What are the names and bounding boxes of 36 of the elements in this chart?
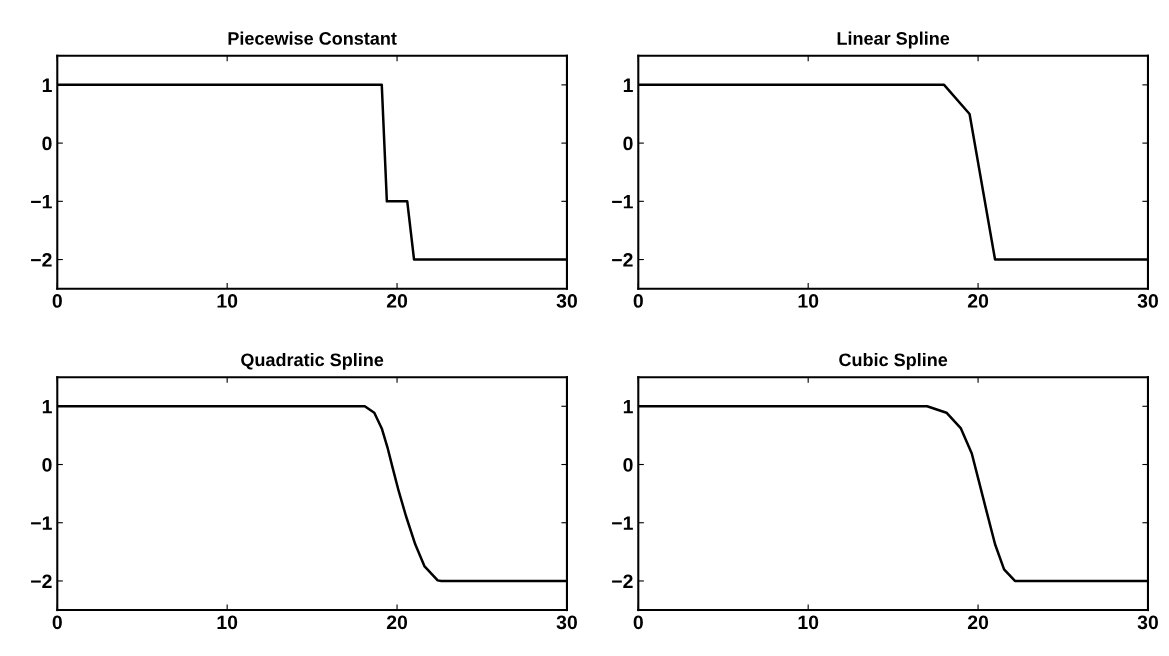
x-tick-label: 20 bbox=[386, 294, 408, 308]
y-tick-label: −2 bbox=[31, 253, 52, 267]
y-tick-label: −1 bbox=[31, 516, 52, 530]
y-tick-label: 1 bbox=[623, 78, 633, 92]
chart-title: Cubic Spline bbox=[839, 352, 948, 370]
x-tick-label: 20 bbox=[967, 294, 989, 308]
y-tick-label: −1 bbox=[612, 195, 633, 209]
chart-title: Quadratic Spline bbox=[241, 352, 384, 370]
x-tick-label: 30 bbox=[1137, 615, 1158, 630]
y-tick-label: 0 bbox=[623, 457, 633, 472]
x-tick-label: 10 bbox=[798, 294, 819, 308]
x-tick-label: 30 bbox=[556, 615, 577, 630]
y-tick-label: 1 bbox=[42, 78, 52, 92]
y-tick-label: −2 bbox=[31, 574, 52, 589]
x-tick-label: 0 bbox=[633, 294, 643, 308]
y-tick-label: −1 bbox=[31, 195, 52, 209]
x-tick-label: 30 bbox=[556, 294, 577, 308]
chart-title: Linear Spline bbox=[837, 31, 950, 49]
x-tick-label: 10 bbox=[798, 615, 819, 630]
x-tick-label: 20 bbox=[386, 615, 408, 630]
y-tick-label: 0 bbox=[42, 136, 52, 151]
x-tick-label: 0 bbox=[52, 294, 62, 308]
x-tick-label: 0 bbox=[633, 615, 643, 630]
x-tick-label: 10 bbox=[217, 615, 238, 630]
y-tick-label: 0 bbox=[623, 136, 633, 151]
x-tick-label: 20 bbox=[967, 615, 989, 630]
x-tick-label: 10 bbox=[217, 294, 238, 308]
y-tick-label: 1 bbox=[623, 399, 633, 414]
y-tick-label: −1 bbox=[612, 516, 633, 530]
y-tick-label: −2 bbox=[612, 574, 633, 589]
y-tick-label: −2 bbox=[612, 253, 633, 267]
y-tick-label: 1 bbox=[42, 399, 52, 414]
chart-title: Piecewise Constant bbox=[228, 31, 397, 45]
x-tick-label: 30 bbox=[1137, 294, 1158, 308]
y-tick-label: 0 bbox=[42, 457, 52, 472]
x-tick-label: 0 bbox=[52, 615, 62, 630]
